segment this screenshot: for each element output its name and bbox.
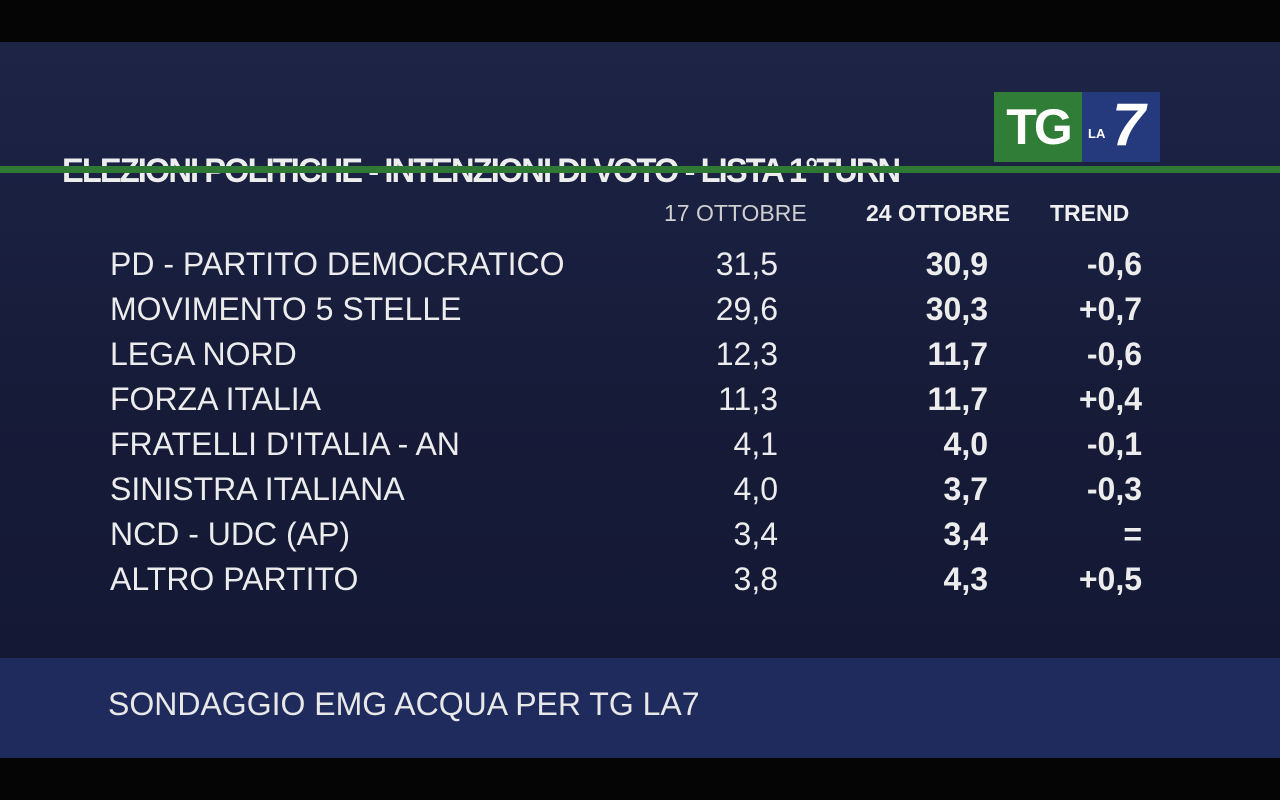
logo-la7-block: LA 7 [1082,91,1160,162]
party-name: FORZA ITALIA [110,381,321,417]
column-header-trend: TREND [1050,200,1130,226]
trend-value: +0,4 [1078,381,1142,417]
value-24-ottobre: 11,7 [927,336,988,372]
value-17-ottobre: 4,0 [733,471,778,507]
table-row: ALTRO PARTITO 3,8 4,3 +0,5 [0,557,1280,602]
value-17-ottobre: 3,4 [733,516,778,552]
tg-la7-logo: TG LA 7 [994,91,1160,162]
value-17-ottobre: 29,6 [715,291,778,327]
party-name: FRATELLI D'ITALIA - AN [110,426,460,462]
logo-seven-text: 7 [1112,91,1146,158]
value-24-ottobre: 11,7 [927,381,988,417]
source-caption: SONDAGGIO EMG ACQUA PER TG LA7 [108,686,700,722]
value-17-ottobre: 12,3 [715,336,778,372]
value-17-ottobre: 11,3 [718,381,778,417]
value-24-ottobre: 3,4 [943,516,988,552]
value-24-ottobre: 30,3 [925,291,988,327]
letterbox-top [0,0,1280,42]
broadcast-graphic: ELEZIONI POLITICHE - INTENZIONI DI VOTO … [0,42,1280,758]
table-row: FRATELLI D'ITALIA - AN 4,1 4,0 -0,1 [0,422,1280,467]
value-24-ottobre: 4,0 [943,426,988,462]
party-name: ALTRO PARTITO [110,561,359,597]
party-name: LEGA NORD [110,336,297,372]
table-row: NCD - UDC (AP) 3,4 3,4 = [0,512,1280,557]
trend-value: +0,7 [1078,291,1142,327]
column-header-17-ottobre: 17 OTTOBRE [664,200,807,226]
footer-band: SONDAGGIO EMG ACQUA PER TG LA7 [0,658,1280,758]
party-name: PD - PARTITO DEMOCRATICO [110,246,565,282]
table-row: MOVIMENTO 5 STELLE 29,6 30,3 +0,7 [0,287,1280,332]
trend-value: = [1123,516,1142,552]
table-row: PD - PARTITO DEMOCRATICO 31,5 30,9 -0,6 [0,242,1280,287]
trend-value: -0,1 [1086,426,1142,462]
value-17-ottobre: 31,5 [715,246,778,282]
letterbox-bottom [0,758,1280,800]
value-17-ottobre: 3,8 [733,561,778,597]
table-row: SINISTRA ITALIANA 4,0 3,7 -0,3 [0,467,1280,512]
value-24-ottobre: 4,3 [943,561,988,597]
party-name: NCD - UDC (AP) [110,516,350,552]
party-name: SINISTRA ITALIANA [110,471,405,507]
logo-tg-text: TG [994,92,1082,162]
title-divider [0,166,1280,173]
trend-value: -0,6 [1086,246,1142,282]
value-17-ottobre: 4,1 [733,426,778,462]
table-row: FORZA ITALIA 11,3 11,7 +0,4 [0,377,1280,422]
column-header-24-ottobre: 24 OTTOBRE [866,200,1010,226]
table-row: LEGA NORD 12,3 11,7 -0,6 [0,332,1280,377]
value-24-ottobre: 3,7 [943,471,988,507]
logo-la-text: LA [1088,126,1106,141]
party-name: MOVIMENTO 5 STELLE [110,291,462,327]
value-24-ottobre: 30,9 [925,246,988,282]
trend-value: -0,3 [1086,471,1142,507]
trend-value: -0,6 [1086,336,1142,372]
trend-value: +0,5 [1078,561,1142,597]
